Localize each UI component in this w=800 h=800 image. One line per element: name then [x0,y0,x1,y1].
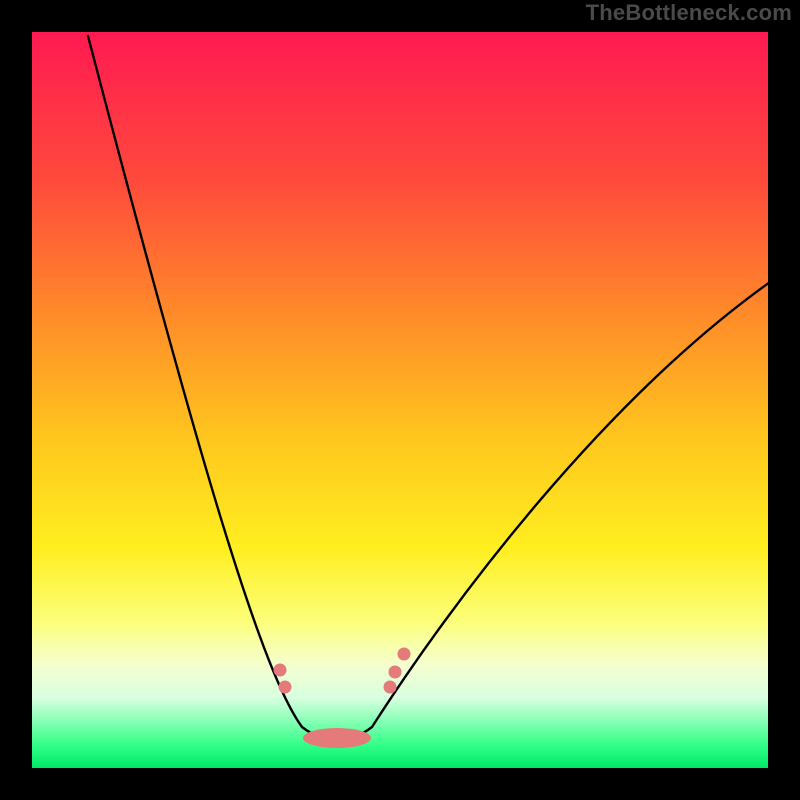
curve-marker [384,681,397,694]
curve-marker [279,681,292,694]
watermark-text: TheBottleneck.com [586,0,792,26]
trough-marker-band [303,728,371,748]
curve-marker [398,648,411,661]
plot-area [32,32,768,768]
curve-marker [274,664,287,677]
curve-marker [389,666,402,679]
curve-overlay [32,32,768,768]
bottleneck-curve [88,36,768,740]
